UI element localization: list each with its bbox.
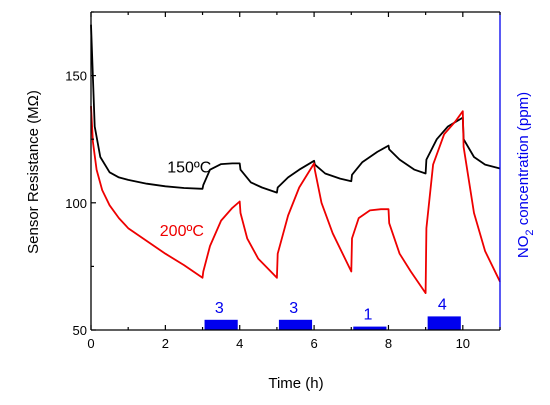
- pulse-bar: [353, 326, 387, 330]
- x-axis-label: Time (h): [268, 375, 323, 392]
- pulse-bar: [204, 319, 238, 330]
- y-tick-label: 150: [65, 69, 87, 84]
- pulse-bar: [427, 316, 461, 330]
- series-line: [90, 106, 501, 295]
- x-tick-label: 2: [162, 336, 169, 351]
- plot-frame: [90, 11, 501, 331]
- y-tick-label: 100: [65, 196, 87, 211]
- y-tick-label: 50: [73, 323, 87, 338]
- pulse-label: 1: [364, 307, 373, 324]
- y2-axis-label-rest: concentration (ppm): [515, 92, 532, 230]
- x-tick-label: 8: [385, 336, 392, 351]
- y2-axis-label-main: NO: [515, 236, 532, 259]
- concentration-pulses: 3 3 1 4: [204, 296, 461, 330]
- pulse-label: 3: [289, 300, 298, 317]
- series-lines: 150ºC 200ºC: [90, 24, 501, 295]
- y2-axis-label-sub: 2: [524, 229, 536, 235]
- series-label: 150ºC: [167, 159, 211, 176]
- x-tick-label: 0: [87, 336, 94, 351]
- x-tick-label: 6: [310, 336, 317, 351]
- x-tick-label: 4: [236, 336, 243, 351]
- series-label: 200ºC: [160, 223, 204, 240]
- pulse-label: 3: [215, 300, 224, 317]
- y-axis-label: Sensor Resistance (MΩ): [25, 90, 42, 254]
- axis-ticks: 0 2 4 6 8 10 50 100 150: [65, 11, 501, 351]
- series-line: [90, 24, 501, 194]
- pulse-label: 4: [438, 296, 447, 313]
- y2-axis-label: NO2 concentration (ppm): [515, 92, 536, 258]
- pulse-bar: [278, 319, 313, 330]
- x-tick-label: 10: [456, 336, 470, 351]
